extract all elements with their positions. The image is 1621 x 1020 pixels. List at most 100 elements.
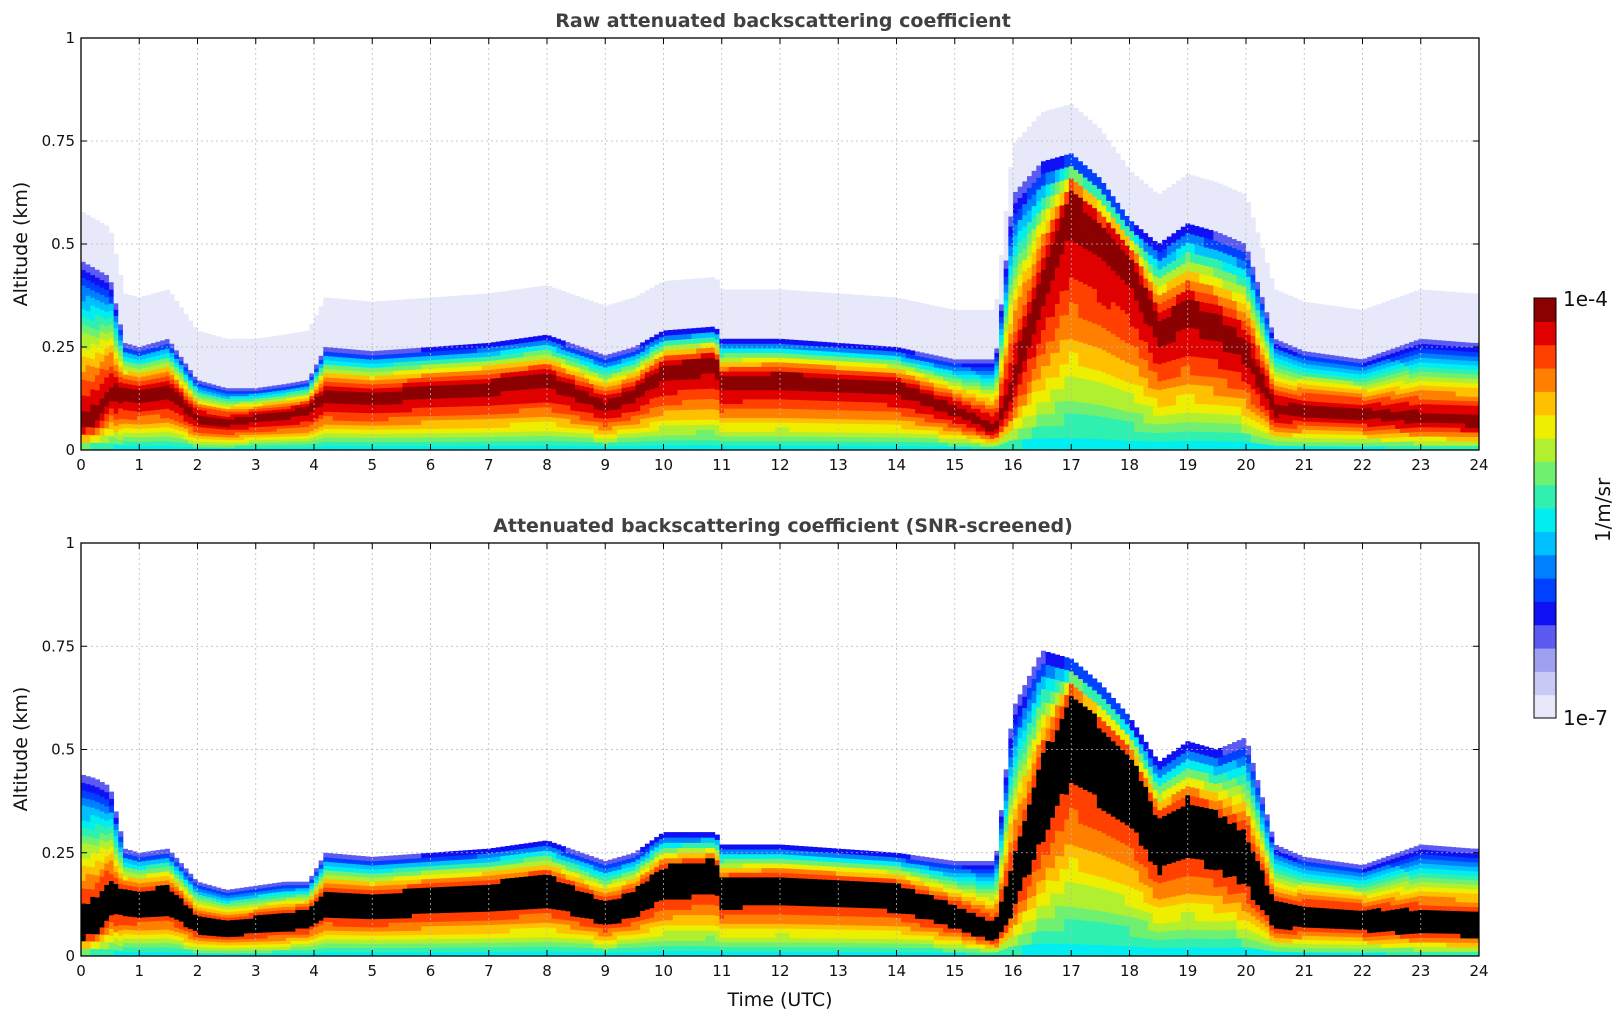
heatmap-cell	[523, 346, 529, 353]
heatmap-cell	[197, 415, 203, 419]
heatmap-cell	[873, 367, 879, 373]
heatmap-cell	[719, 389, 725, 395]
heatmap-cell	[94, 299, 101, 308]
heatmap-cell	[682, 379, 688, 385]
heatmap-cell	[873, 389, 879, 394]
heatmap-cell	[183, 410, 189, 415]
heatmap-cell	[472, 379, 478, 385]
heatmap-cell	[481, 343, 487, 349]
heatmap-cell	[164, 436, 170, 442]
heatmap-cell	[612, 397, 618, 402]
heatmap-cell	[733, 431, 739, 437]
heatmap-cell	[435, 402, 441, 408]
heatmap-cell	[747, 431, 753, 437]
heatmap-cell	[612, 385, 618, 390]
heatmap-cell	[169, 370, 175, 376]
heatmap-cell	[1003, 371, 1009, 380]
heatmap-cell	[444, 371, 450, 377]
heatmap-cell	[500, 431, 506, 437]
heatmap-cell	[831, 432, 837, 437]
heatmap-cell	[453, 445, 459, 451]
heatmap-cell	[854, 388, 860, 394]
heatmap-cell	[798, 390, 804, 396]
heatmap-cell	[980, 359, 986, 364]
heatmap-cell	[817, 341, 823, 347]
heatmap-cell	[197, 389, 203, 393]
heatmap-cell	[924, 413, 930, 419]
heatmap-cell	[570, 383, 576, 389]
heatmap-cell	[183, 439, 189, 444]
heatmap-cell	[239, 390, 245, 394]
heatmap-cell	[686, 419, 692, 426]
heatmap-cell	[947, 377, 953, 382]
heatmap-cell	[616, 412, 622, 418]
heatmap-cell	[560, 445, 567, 451]
heatmap-cell	[402, 445, 408, 451]
heatmap-cell	[696, 419, 702, 425]
heatmap-cell	[761, 394, 767, 400]
heatmap-cell	[537, 368, 543, 375]
heatmap-cell	[663, 370, 669, 376]
heatmap-cell	[849, 445, 855, 451]
heatmap-cell	[882, 402, 888, 408]
heatmap-cell	[999, 310, 1005, 317]
heatmap-cell	[113, 407, 119, 414]
heatmap-cell	[710, 403, 716, 410]
heatmap-cell	[477, 374, 483, 380]
heatmap-cell	[304, 441, 310, 445]
heatmap-cell	[230, 406, 236, 410]
heatmap-cell	[761, 366, 767, 372]
noise-cell	[146, 294, 152, 345]
noise-cell	[677, 279, 683, 330]
heatmap-cell	[449, 354, 455, 359]
heatmap-cell	[621, 433, 627, 438]
heatmap-cell	[425, 428, 431, 434]
heatmap-cell	[677, 379, 683, 385]
heatmap-cell	[453, 419, 459, 425]
heatmap-cell	[239, 398, 245, 402]
heatmap-cell	[728, 422, 734, 428]
heatmap-cell	[770, 343, 776, 349]
heatmap-cell	[980, 374, 986, 379]
heatmap-cell	[752, 436, 758, 442]
heatmap-cell	[141, 345, 147, 351]
heatmap-cell	[999, 340, 1005, 348]
heatmap-cell	[714, 439, 720, 446]
heatmap-cell	[258, 434, 264, 438]
heatmap-cell	[952, 393, 958, 398]
heatmap-cell	[780, 348, 786, 354]
heatmap-cell	[202, 444, 208, 448]
heatmap-cell	[863, 423, 869, 429]
heatmap-cell	[705, 327, 711, 333]
heatmap-cell	[551, 445, 557, 451]
heatmap-cell	[118, 429, 124, 435]
heatmap-cell	[495, 373, 501, 379]
heatmap-cell	[337, 382, 343, 387]
heatmap-cell	[677, 444, 683, 451]
heatmap-cell	[705, 352, 711, 359]
heatmap-cell	[658, 346, 664, 352]
heatmap-cell	[826, 436, 832, 442]
heatmap-cell	[230, 439, 236, 443]
heatmap-cell	[397, 395, 403, 400]
heatmap-cell	[770, 338, 776, 344]
heatmap-cell	[938, 418, 944, 424]
heatmap-cell	[430, 385, 436, 391]
heatmap-cell	[812, 395, 818, 401]
heatmap-cell	[341, 403, 348, 409]
heatmap-cell	[556, 375, 562, 381]
heatmap-cell	[915, 421, 921, 426]
noise-cell	[192, 327, 198, 377]
heatmap-cell	[113, 395, 119, 402]
heatmap-cell	[873, 428, 879, 433]
heatmap-cell	[999, 316, 1005, 324]
heatmap-cell	[682, 354, 688, 360]
heatmap-cell	[761, 371, 767, 377]
heatmap-cell	[132, 419, 138, 425]
heatmap-cell	[463, 375, 469, 381]
heatmap-cell	[975, 366, 981, 372]
heatmap-cell	[593, 388, 599, 394]
heatmap-cell	[491, 396, 497, 401]
heatmap-cell	[621, 387, 627, 393]
heatmap-cell	[919, 421, 925, 427]
